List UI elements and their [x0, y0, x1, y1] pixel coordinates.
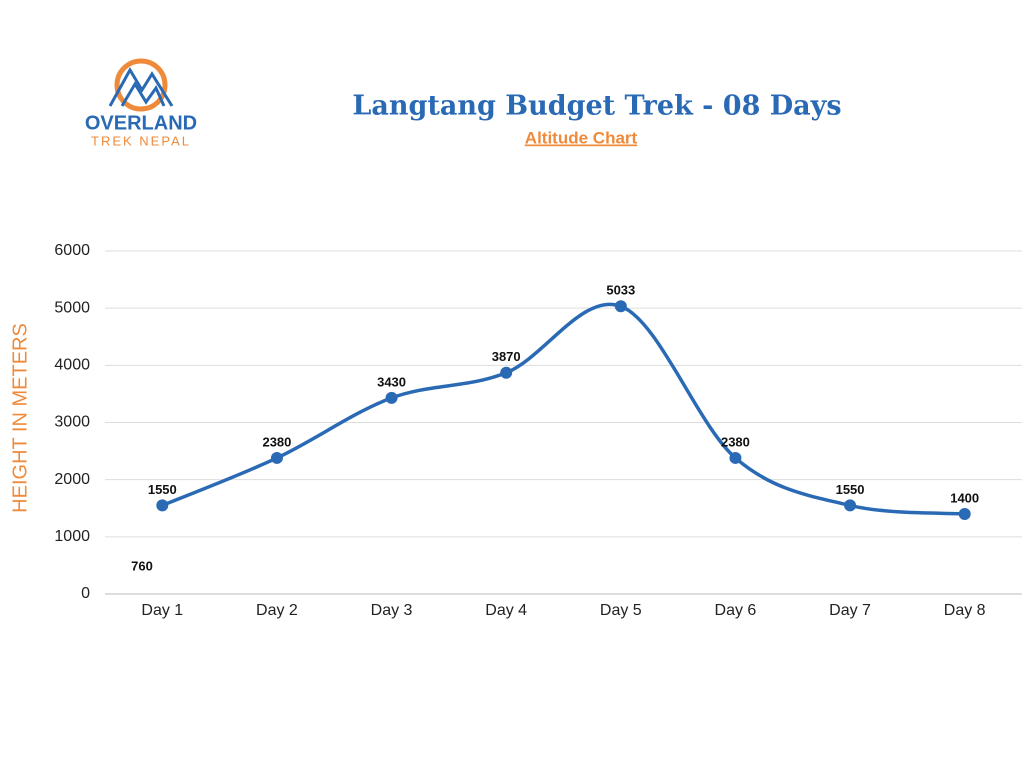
point — [844, 499, 857, 512]
point — [385, 391, 398, 404]
logo-tagline: TREK NEPAL — [91, 133, 191, 148]
data-label: 2380 — [262, 434, 291, 449]
point — [500, 366, 513, 379]
x-tick-label: Day 1 — [141, 602, 183, 619]
point — [270, 451, 283, 464]
y-tick-label: 1000 — [54, 528, 90, 545]
logo-ring — [114, 58, 168, 112]
point — [614, 300, 627, 313]
line — [161, 302, 965, 516]
y-tick-label: 2000 — [54, 471, 90, 488]
data-label: 1400 — [950, 490, 979, 505]
point — [958, 507, 971, 520]
x-tick-label: Day 7 — [829, 602, 871, 619]
y-tick-label: 6000 — [54, 242, 90, 259]
x-tick-label: Day 6 — [715, 602, 757, 619]
point — [729, 451, 742, 464]
data-label: 3430 — [377, 374, 406, 389]
logo-mountain — [108, 67, 174, 107]
y-tick-label: 5000 — [54, 299, 90, 316]
logo-name: OVERLAND — [85, 112, 197, 134]
point — [156, 499, 169, 512]
y-axis-label: HEIGHT IN METERS — [9, 323, 31, 513]
x-tick-label: Day 2 — [256, 602, 298, 619]
y-tick-label: 0 — [81, 585, 90, 602]
annotation: 760 — [131, 558, 153, 573]
data-label: 1550 — [836, 482, 865, 497]
chart-subtitle: Altitude Chart — [525, 128, 638, 147]
logo-mountain — [120, 81, 166, 107]
x-tick-label: Day 4 — [485, 602, 527, 619]
x-tick-label: Day 8 — [944, 602, 986, 619]
logo: OVERLAND TREK NEPAL — [85, 58, 197, 148]
y-tick-label: 3000 — [54, 414, 90, 431]
data-label: 5033 — [606, 283, 635, 298]
chart-title: Langtang Budget Trek - 08 Days — [352, 91, 841, 122]
data-label: 1550 — [148, 482, 177, 497]
y-tick-label: 4000 — [54, 357, 90, 374]
x-tick-label: Day 3 — [371, 602, 413, 619]
data-label: 2380 — [721, 434, 750, 449]
x-tick-label: Day 5 — [600, 602, 642, 619]
data-label: 3870 — [492, 349, 521, 364]
